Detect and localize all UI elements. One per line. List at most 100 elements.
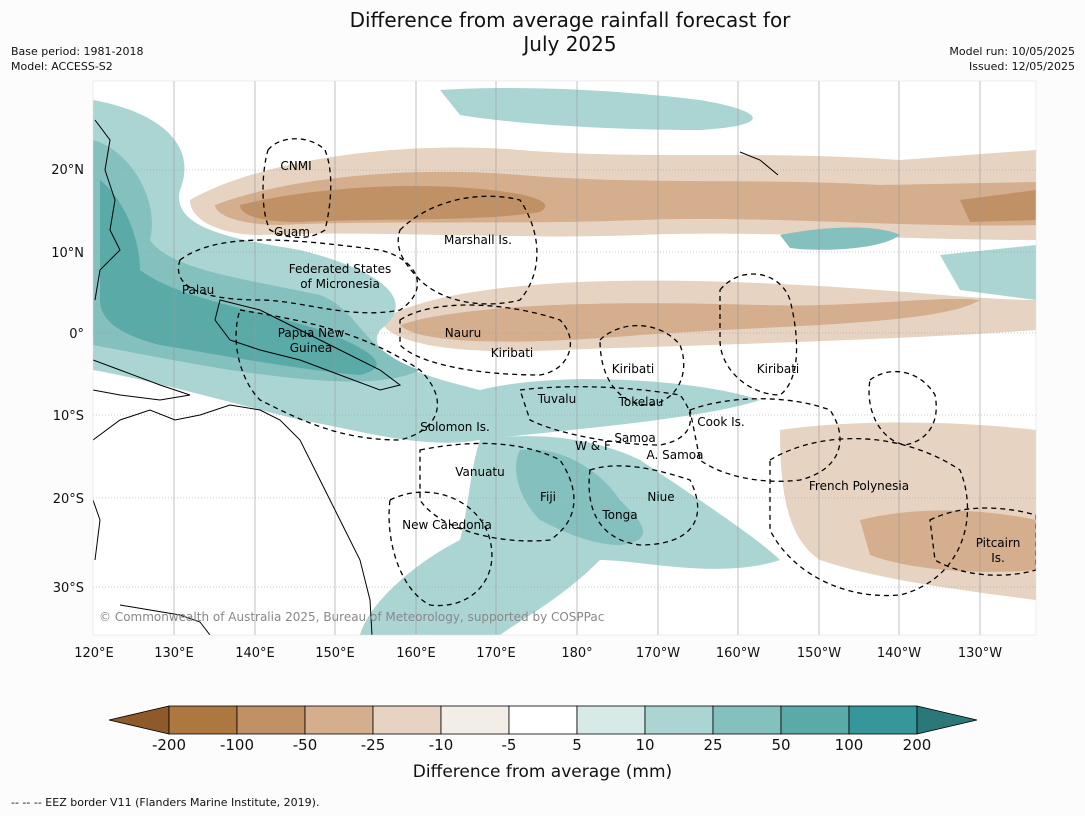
label-fiji: Fiji xyxy=(540,490,556,504)
label-fsm-1: Federated States xyxy=(289,262,391,276)
lon-label: 130°W xyxy=(958,646,1002,661)
colorbar-bin xyxy=(372,705,442,735)
label-vanuatu: Vanuatu xyxy=(455,465,505,479)
label-guam: Guam xyxy=(274,225,310,239)
colorbar-tick-label: -50 xyxy=(292,736,318,754)
label-png-1: Papua New xyxy=(278,326,345,340)
colorbar-tick-label: -100 xyxy=(219,736,255,754)
wet-region-south xyxy=(360,436,780,635)
lon-label: 120°E xyxy=(74,646,114,661)
lon-label: 170°E xyxy=(476,646,516,661)
dry-band-north-peak xyxy=(240,185,546,222)
eez-cnmi xyxy=(262,138,332,239)
chart-title: Difference from average rainfall forecas… xyxy=(0,8,1085,56)
label-palau: Palau xyxy=(182,283,214,297)
colorbar xyxy=(108,705,978,735)
eez-footnote: -- -- -- EEZ border V11 (Flanders Marine… xyxy=(11,796,320,809)
lat-label: 10°N xyxy=(51,246,84,261)
label-solomon: Solomon Is. xyxy=(420,420,490,434)
eez-tuvalu-tokelau xyxy=(519,386,691,446)
colorbar-tick-label: -200 xyxy=(151,736,187,754)
colorbar-tick-label: 100 xyxy=(834,736,864,754)
label-kiribati-east: Kiribati xyxy=(757,362,799,376)
lat-label: 20°N xyxy=(51,163,84,178)
model-name: Model: ACCESS-S2 xyxy=(11,60,113,73)
label-niue: Niue xyxy=(647,490,674,504)
label-french-polynesia: French Polynesia xyxy=(809,479,909,493)
wet-region-south-core xyxy=(516,449,644,545)
wet-patch-north xyxy=(440,88,753,130)
lat-label: 30°S xyxy=(53,581,84,596)
label-samoa: Samoa xyxy=(614,431,655,445)
colorbar-bin xyxy=(168,705,238,735)
graticule xyxy=(93,81,1036,635)
colorbar-bin xyxy=(508,705,578,735)
colorbar-tick-label: 200 xyxy=(902,736,932,754)
eez-new-caledonia xyxy=(388,491,493,607)
lat-label: 10°S xyxy=(53,409,84,424)
eez-borders xyxy=(177,138,1036,607)
title-line-2: July 2025 xyxy=(523,32,617,56)
wet-region-west-peak xyxy=(100,180,377,375)
colorbar-bin xyxy=(304,705,374,735)
label-tokelau: Tokelau xyxy=(618,395,664,409)
label-pitcairn-1: Pitcairn xyxy=(976,536,1021,550)
indonesia-coast xyxy=(93,359,191,401)
australia-coast xyxy=(93,404,373,635)
longitude-labels: 120°E 130°E 140°E 150°E 160°E 170°E 180°… xyxy=(74,646,1002,661)
eez-png-solomon xyxy=(235,309,438,441)
label-tuvalu: Tuvalu xyxy=(537,392,577,406)
label-kiribati-central: Kiribati xyxy=(612,362,654,376)
lon-label: 150°E xyxy=(315,646,355,661)
new-zealand-coast xyxy=(119,604,211,635)
label-new-caledonia: New Caledonia xyxy=(402,518,492,532)
title-line-1: Difference from average rainfall forecas… xyxy=(349,8,791,32)
colorbar-extend-low xyxy=(108,705,170,735)
colorbar-bin xyxy=(644,705,714,735)
eez-kiribati-central xyxy=(599,324,685,406)
lon-label: 160°W xyxy=(716,646,760,661)
dry-band-equator-core xyxy=(400,298,980,342)
colorbar-tick-label: -5 xyxy=(501,736,517,754)
eez-tonga-niue xyxy=(588,465,699,546)
lon-label: 150°W xyxy=(797,646,841,661)
colorbar-bin xyxy=(576,705,646,735)
eez-fsm xyxy=(177,239,418,314)
hawaii-coast xyxy=(739,151,779,176)
label-cook: Cook Is. xyxy=(697,415,744,429)
lon-label: 130°E xyxy=(154,646,194,661)
colorbar-title: Difference from average (mm) xyxy=(412,762,673,782)
label-nauru: Nauru xyxy=(445,326,481,340)
label-cnmi: CNMI xyxy=(280,159,311,173)
colorbar-bin xyxy=(236,705,306,735)
colorbar-tick-label: 25 xyxy=(703,736,723,754)
label-pitcairn-2: Is. xyxy=(991,551,1005,565)
run-info: Model run: 10/05/2025 Issued: 12/05/2025 xyxy=(949,44,1075,74)
base-period: Base period: 1981-2018 xyxy=(11,45,144,58)
label-asamoa: A. Samoa xyxy=(647,448,704,462)
colorbar-tick-label: -10 xyxy=(428,736,454,754)
model-info: Base period: 1981-2018 Model: ACCESS-S2 xyxy=(11,44,143,74)
colorbar-tick-label: -25 xyxy=(360,736,386,754)
new-guinea-coast xyxy=(214,299,402,391)
eez-kiribati-west xyxy=(399,304,571,376)
coastlines xyxy=(93,119,779,635)
wet-patch-east xyxy=(940,245,1036,300)
eez-french-polynesia-north xyxy=(868,370,937,446)
model-run: Model run: 10/05/2025 xyxy=(949,45,1075,58)
lon-label: 160°E xyxy=(396,646,436,661)
lon-label: 140°W xyxy=(877,646,921,661)
copyright-notice: © Commonwealth of Australia 2025, Bureau… xyxy=(99,610,604,624)
colorbar-bin xyxy=(712,705,782,735)
lat-label: 0° xyxy=(69,327,84,342)
colorbar-tick-label: 10 xyxy=(635,736,655,754)
map-frame xyxy=(92,80,1037,636)
label-fsm-2: of Micronesia xyxy=(300,277,380,291)
lat-label: 20°S xyxy=(53,492,84,507)
dry-band-east-peak xyxy=(960,190,1036,222)
label-wf: W & F xyxy=(575,439,611,453)
label-kiribati-west: Kiribati xyxy=(491,346,533,360)
colorbar-bin xyxy=(440,705,510,735)
wet-patch-northeast xyxy=(780,227,900,250)
colorbar-bin xyxy=(848,705,918,735)
